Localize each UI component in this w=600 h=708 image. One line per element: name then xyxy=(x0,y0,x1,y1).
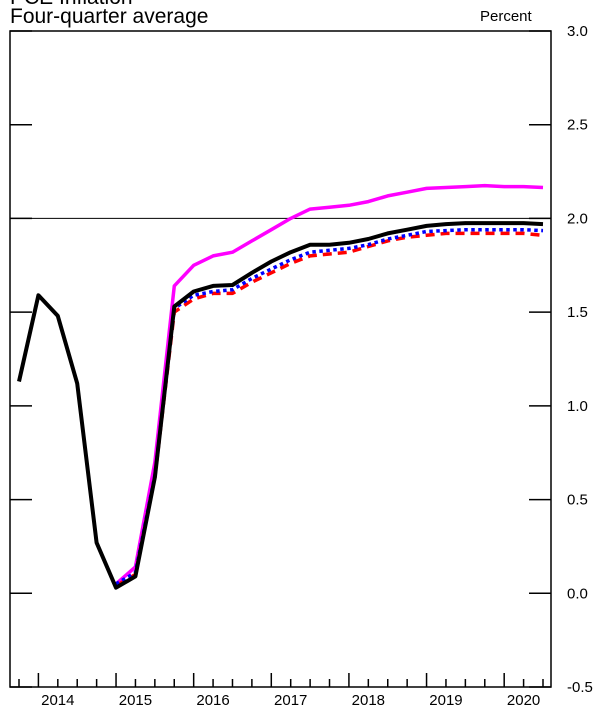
y-tick-label: -0.5 xyxy=(567,679,593,696)
plot-frame xyxy=(9,30,552,688)
series-group xyxy=(17,183,544,590)
y-tick-label: 1.5 xyxy=(567,304,588,321)
y-axis: 3.0 2.5 2.0 1.5 1.0 0.5 0.0 -0.5 xyxy=(10,23,593,696)
x-axis: 2014 2015 2016 2017 2018 2019 2020 xyxy=(18,673,544,708)
chart-title: PCE Inflation xyxy=(10,0,133,9)
x-tick-label: 2018 xyxy=(352,692,385,708)
x-tick-label: 2019 xyxy=(429,692,462,708)
chart-subtitle: Four-quarter average xyxy=(10,5,209,28)
series-line-1 xyxy=(114,183,544,586)
plot-border xyxy=(9,30,552,688)
series-line-3 xyxy=(115,227,544,586)
x-tick-label: 2016 xyxy=(196,692,229,708)
x-tick-label: 2020 xyxy=(507,692,540,708)
y-axis-unit-label: Percent xyxy=(480,8,532,25)
x-tick-label: 2014 xyxy=(41,692,74,708)
series-line-2 xyxy=(115,231,544,588)
y-tick-label: 2.0 xyxy=(567,210,588,227)
y-tick-label: 0.5 xyxy=(567,492,588,509)
x-tick-label: 2017 xyxy=(274,692,307,708)
y-tick-label: 0.0 xyxy=(567,585,588,602)
y-tick-label: 3.0 xyxy=(567,23,588,40)
y-tick-label: 2.5 xyxy=(567,117,588,134)
x-tick-label: 2015 xyxy=(119,692,152,708)
y-tick-label: 1.0 xyxy=(567,398,588,415)
series-line-4 xyxy=(17,221,544,590)
